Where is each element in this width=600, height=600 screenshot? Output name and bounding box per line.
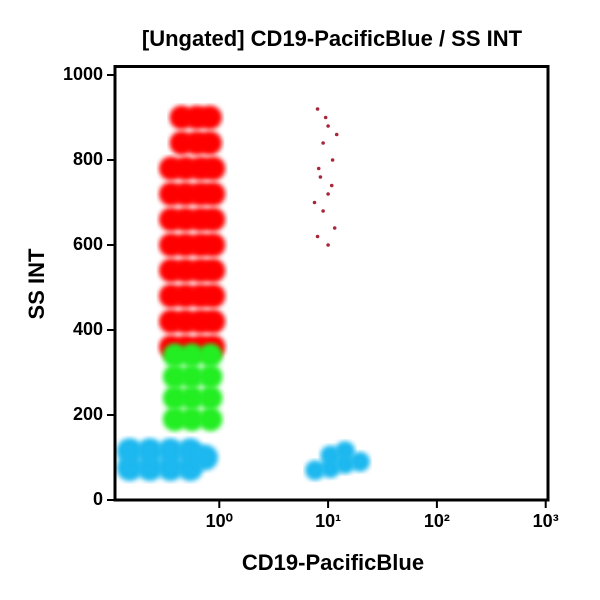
data-point — [312, 200, 317, 205]
x-tick-label: 10² — [424, 511, 450, 531]
data-point — [321, 141, 325, 145]
y-tick-label: 1000 — [63, 64, 103, 84]
chart-title: [Ungated] CD19-PacificBlue / SS INT — [142, 26, 523, 51]
data-point — [201, 233, 226, 257]
data-point — [315, 234, 320, 239]
plot-frame — [113, 65, 550, 502]
data-point — [326, 192, 330, 196]
y-axis-label: SS INT — [24, 248, 49, 319]
data-point — [136, 438, 163, 465]
x-tick-label: 10⁰ — [206, 511, 233, 531]
y-tick-label: 200 — [73, 404, 103, 424]
data-point — [179, 407, 204, 432]
data-point — [326, 243, 330, 247]
data-point — [201, 309, 226, 334]
data-point — [201, 284, 226, 308]
data-point — [192, 444, 219, 471]
data-point — [201, 258, 226, 283]
data-point — [323, 115, 328, 120]
data-point — [334, 441, 355, 462]
data-point — [162, 364, 187, 389]
data-point — [179, 386, 204, 410]
data-point — [198, 343, 223, 368]
data-point — [179, 343, 204, 368]
data-point — [198, 386, 223, 410]
data-point — [315, 107, 320, 111]
plot-area — [116, 105, 370, 482]
data-point — [157, 438, 184, 465]
data-point — [330, 158, 335, 162]
data-point — [332, 226, 337, 230]
data-point — [198, 407, 223, 432]
data-point — [197, 131, 222, 155]
data-point — [116, 438, 143, 465]
data-point — [329, 183, 334, 188]
data-point — [318, 175, 323, 179]
data-point — [321, 209, 325, 213]
x-axis-label: CD19-PacificBlue — [242, 550, 424, 575]
data-point — [326, 124, 330, 128]
data-point — [198, 364, 223, 389]
data-point — [162, 386, 187, 410]
data-point — [162, 343, 187, 368]
y-tick-label: 400 — [73, 319, 103, 339]
y-tick-label: 800 — [73, 149, 103, 169]
x-tick-label: 10³ — [533, 511, 559, 531]
data-point — [197, 105, 222, 130]
data-point — [349, 451, 370, 472]
y-tick-label: 0 — [93, 489, 103, 509]
data-point — [201, 207, 226, 232]
x-tick-label: 10¹ — [315, 511, 341, 531]
data-point — [162, 407, 187, 432]
data-point — [179, 364, 204, 389]
data-point — [201, 156, 226, 181]
data-point — [305, 460, 326, 481]
data-point — [334, 132, 339, 137]
y-tick-label: 600 — [73, 234, 103, 254]
data-point — [316, 166, 321, 171]
data-point — [201, 182, 226, 206]
